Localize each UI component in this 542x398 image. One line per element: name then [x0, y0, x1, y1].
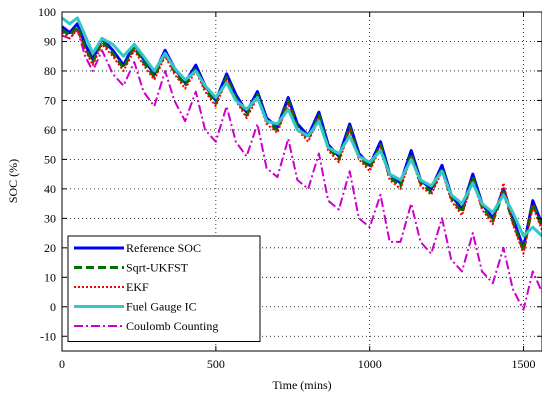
legend-label: Reference SOC — [126, 241, 201, 255]
legend-label: Coulomb Counting — [126, 319, 218, 333]
y-tick-label: 70 — [44, 93, 56, 107]
legend-label: Fuel Gauge IC — [126, 300, 197, 314]
legend-box — [67, 235, 261, 342]
series-line-fuel-gauge-ic — [62, 16, 542, 238]
x-tick-label: 1000 — [358, 357, 382, 371]
y-tick-label: 90 — [44, 34, 56, 48]
y-tick-label: 50 — [44, 152, 56, 166]
legend-label: Sqrt-UKFST — [126, 261, 189, 275]
series-group — [62, 16, 542, 311]
series-line-ekf — [62, 28, 542, 255]
plot-frame — [61, 11, 542, 352]
x-tick-label: 500 — [207, 357, 225, 371]
x-tick-label: 1500 — [512, 357, 536, 371]
x-tick-label: 0 — [59, 357, 65, 371]
y-axis-label: SOC (%) — [6, 159, 20, 203]
y-tick-label: 20 — [44, 241, 56, 255]
y-tick-label: 10 — [44, 270, 56, 284]
y-tick-label: 80 — [44, 64, 56, 78]
x-axis-label: Time (mins) — [272, 378, 331, 392]
y-tick-label: 0 — [50, 300, 56, 314]
y-tick-label: 40 — [44, 182, 56, 196]
series-line-coulomb-counting — [62, 28, 542, 311]
y-tick-label: 30 — [44, 211, 56, 225]
legend-label: EKF — [126, 280, 149, 294]
legend: Reference SOC Sqrt-UKFST EKF Fuel Gauge IC C… — [67, 235, 261, 342]
y-tick-label: 100 — [38, 5, 56, 19]
y-tick-label: -10 — [40, 329, 56, 343]
y-tick-label: 60 — [44, 123, 56, 137]
